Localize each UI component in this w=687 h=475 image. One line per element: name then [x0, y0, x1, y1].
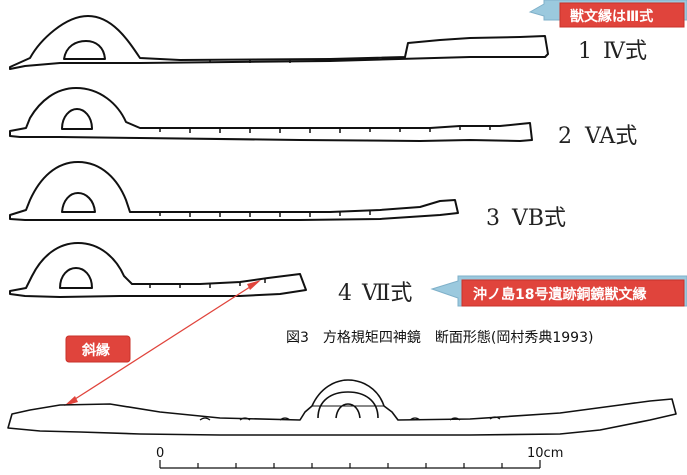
- profile-3-label-style: VB式: [511, 206, 566, 231]
- profile-1-label-number: 1: [578, 39, 592, 64]
- figure-caption: 図3 方格規矩四神鏡 断面形態(岡村秀典1993): [286, 330, 593, 346]
- scale-start-label: 0: [156, 446, 164, 461]
- callout-top: 獣文縁はⅢ式: [528, 0, 687, 28]
- callout-middle-text: 沖ノ島18号遺跡銅鏡獣文縁: [473, 286, 646, 303]
- profile-4-label-style: Ⅶ式: [361, 281, 412, 306]
- callout-slant-box: [65, 335, 131, 363]
- profile-4-drawing: [9, 242, 307, 298]
- profile-4-label-number: 4: [338, 281, 352, 306]
- profile-3-drawing: [9, 161, 459, 221]
- profile-3-label-number: 3: [486, 206, 500, 231]
- scale-end-label: 10cm: [527, 446, 563, 461]
- callout-middle: 沖ノ島18号遺跡銅鏡獣文縁: [430, 275, 687, 307]
- profile-2-label-number: 2: [558, 124, 572, 149]
- profile-2-label-style: VA式: [584, 124, 637, 149]
- profile-1-drawing: [9, 15, 549, 70]
- mirror-cross-section: [7, 379, 677, 436]
- callout-top-text: 獣文縁はⅢ式: [570, 8, 653, 25]
- profile-2-drawing: [9, 87, 533, 142]
- callout-slant: 斜縁: [65, 335, 131, 363]
- scale-bar: [159, 460, 541, 469]
- profile-1-label-style: Ⅳ式: [603, 39, 647, 64]
- callout-middle-box: [461, 279, 685, 307]
- callout-slant-text: 斜縁: [81, 342, 110, 359]
- callout-top-box: [559, 2, 685, 28]
- slant-arrow: [64, 280, 261, 406]
